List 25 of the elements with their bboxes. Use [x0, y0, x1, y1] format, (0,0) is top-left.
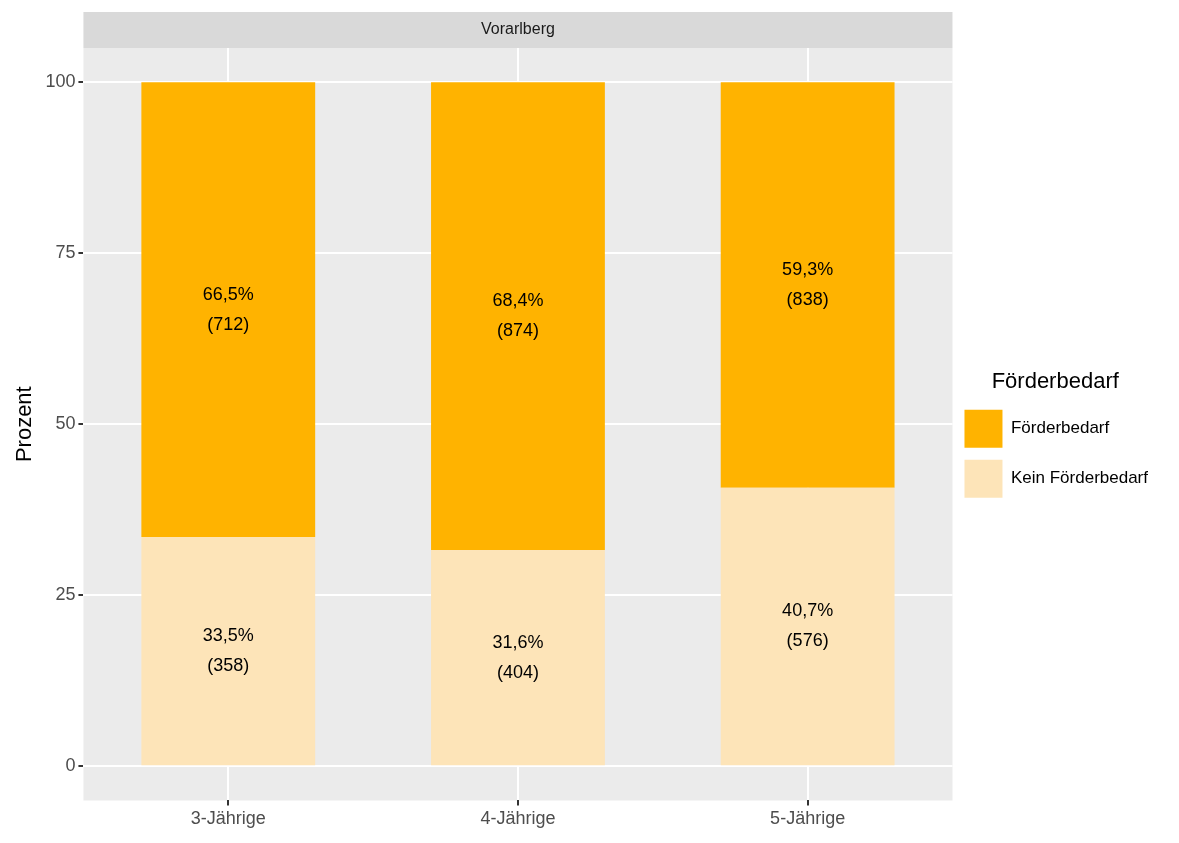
y-tick-label: 0: [65, 755, 76, 776]
x-tick-label: 3-Jährige: [190, 808, 266, 829]
y-tick-label: 25: [55, 584, 76, 605]
data-label: 66,5% (712): [202, 283, 254, 334]
legend-title: Förderbedarf: [991, 368, 1120, 394]
data-label: 68,4% (874): [492, 290, 544, 341]
x-tick-label: 5-Jährige: [770, 808, 846, 829]
bar: [720, 82, 895, 488]
x-tick-label: 4-Jährige: [480, 808, 556, 829]
data-label: 31,6% (404): [492, 631, 544, 682]
y-axis-title: Prozent: [11, 386, 37, 463]
bar: [431, 82, 605, 551]
data-label: 40,7% (576): [782, 600, 834, 651]
bar: [141, 82, 316, 538]
y-tick-label: 100: [45, 71, 76, 92]
bar: [141, 537, 316, 766]
chart-title: Vorarlberg: [481, 20, 555, 38]
legend-label: Kein Förderbedarf: [1010, 468, 1149, 488]
y-tick-label: 50: [55, 413, 76, 434]
bar: [720, 487, 895, 766]
legend-label: Förderbedarf: [1010, 418, 1110, 438]
y-tick-label: 75: [55, 242, 76, 263]
bar: [431, 550, 605, 766]
data-label: 33,5% (358): [202, 625, 254, 676]
data-label: 59,3% (838): [782, 258, 834, 309]
